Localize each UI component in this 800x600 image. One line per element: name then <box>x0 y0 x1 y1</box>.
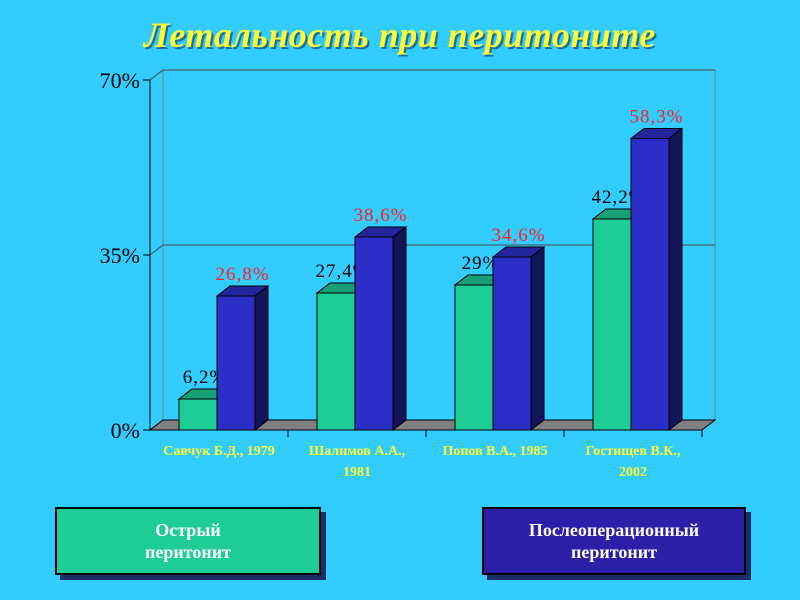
data-label: 26,8% <box>215 264 269 285</box>
legend-acute-peritonitis: Острый перитонит <box>55 507 321 575</box>
x-category-label: Гостищев В.К., <box>586 444 681 459</box>
y-tick-label: 35% <box>100 243 140 268</box>
data-label: 34,6% <box>491 225 545 246</box>
bar-series2-cat1-side <box>254 284 269 432</box>
bar-series1-cat4-front <box>592 218 632 431</box>
data-label: 58,3% <box>629 107 683 128</box>
bar-series1-cat1-front <box>178 398 218 431</box>
bar-series1-cat2-front <box>316 292 356 431</box>
bar-series2-cat1-front <box>216 295 256 431</box>
data-label: 29% <box>462 253 500 274</box>
x-category-label: Савчук Б.Д., 1979 <box>163 444 275 459</box>
x-category-label: 1981 <box>343 465 371 480</box>
y-tick-label: 70% <box>100 68 140 93</box>
x-category-label: Попов В.А., 1985 <box>442 444 547 459</box>
chart-title: Летальность при перитоните <box>144 15 656 55</box>
bar-chart: 0%35%70%6,2%26,8%Савчук Б.Д., 197927,4%3… <box>100 68 717 480</box>
bar-series2-cat4-front <box>630 138 670 431</box>
gridline-side <box>149 244 164 256</box>
bar-series2-cat3-front <box>492 256 532 431</box>
legend-postop-label: Послеоперационный перитонит <box>528 520 700 562</box>
legend-acute-label: Острый перитонит <box>145 520 231 562</box>
bar-series2-cat2-side <box>392 225 407 432</box>
x-category-label: Шалимов А.А., <box>309 444 405 459</box>
legend-postop-peritonitis: Послеоперационный перитонит <box>482 507 746 575</box>
bar-series2-cat2-front <box>354 236 394 431</box>
data-label: 6,2% <box>183 367 227 388</box>
bar-series1-cat3-front <box>454 284 494 431</box>
bar-series2-cat4-side <box>668 127 683 432</box>
gridline-side <box>149 69 164 81</box>
x-category-label: 2002 <box>619 465 647 480</box>
y-tick-label: 0% <box>111 418 140 443</box>
bar-series2-cat3-side <box>530 245 545 432</box>
data-label: 38,6% <box>353 205 407 226</box>
